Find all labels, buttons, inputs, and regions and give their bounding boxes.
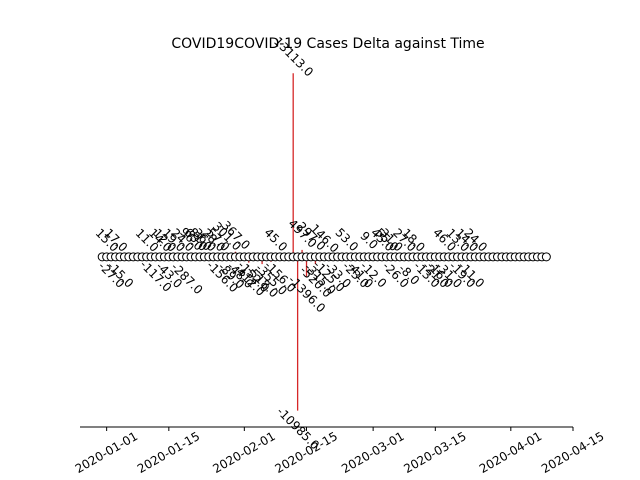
date-marker [541,252,551,262]
value-label: 45.0 [261,225,290,254]
x-tick-label: 2020-02-01 [210,429,277,476]
x-tick-label: 2020-04-01 [477,429,544,476]
x-tick-label: 2020-03-01 [339,429,406,476]
labels: 15.0-27.017.0-15.011.0-117.014.012.0-43.… [93,34,490,452]
x-tick-label: 2020-01-01 [73,429,140,476]
markers [97,252,551,262]
x-tick-label: 2020-03-15 [401,429,468,476]
x-tick-label: 2020-04-15 [539,429,606,476]
x-tick-label: 2020-01-15 [135,429,202,476]
chart-title: COVID19COVID-19 Cases Delta against Time [171,36,484,52]
